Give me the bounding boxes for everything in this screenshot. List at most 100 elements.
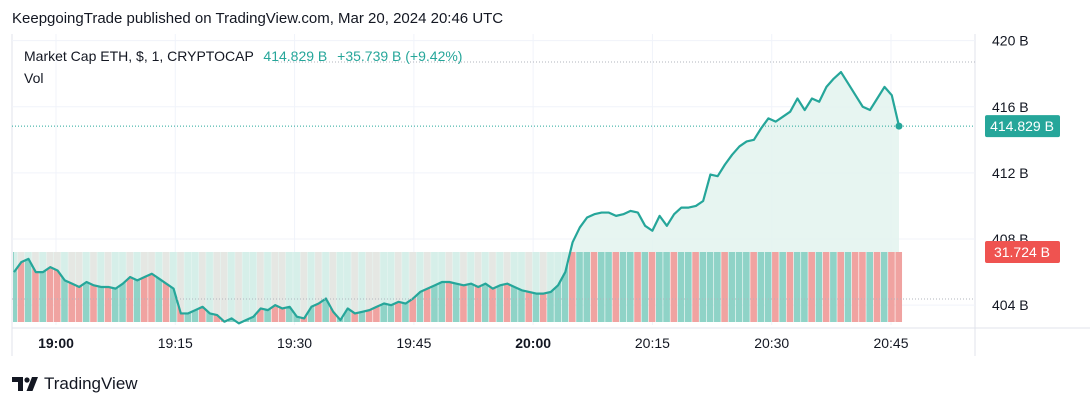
volume-bar [155, 252, 163, 322]
volume-bar [757, 252, 765, 322]
last-value: 414.829 B [263, 48, 328, 64]
price-line [13, 70, 901, 325]
volume-bar [597, 252, 605, 322]
volume-bar [590, 252, 598, 322]
volume-bar [706, 252, 714, 322]
volume-bar [685, 252, 692, 322]
volume-bar [786, 252, 794, 322]
symbol-title[interactable]: Market Cap ETH, $, 1, CRYPTOCAP [24, 48, 254, 64]
y-tick-label: 420 B [992, 33, 1029, 49]
volume-bar [438, 252, 446, 322]
volume-bar [467, 252, 475, 322]
volume-bar [162, 252, 170, 322]
volume-bar [82, 252, 90, 322]
volume-bar [445, 252, 453, 322]
volume-bar [873, 252, 881, 322]
volume-bar [880, 252, 888, 322]
volume-bar [641, 252, 649, 322]
x-tick-label: 20:45 [873, 335, 908, 351]
volume-bar [503, 252, 511, 322]
volume-bar [61, 252, 68, 322]
volume-bar [460, 252, 467, 322]
volume-bar [32, 252, 39, 322]
volume-bar [721, 252, 728, 322]
volume-bar [68, 252, 76, 322]
last-volume-tag [985, 241, 1060, 263]
last-price-dot [895, 122, 903, 130]
volume-bar [888, 252, 895, 322]
volume-bar [728, 252, 736, 322]
volume-bar [634, 252, 641, 322]
volume-bar [801, 252, 808, 322]
volume-bar [126, 252, 134, 322]
y-tick-label: 416 B [992, 99, 1029, 115]
volume-bar [140, 252, 148, 322]
volume-bar [119, 252, 126, 322]
volume-bar [561, 252, 569, 322]
volume-bar [148, 252, 155, 322]
x-tick-label: 20:30 [754, 335, 789, 351]
change-value: +35.739 B (+9.42%) [337, 48, 463, 64]
volume-bar [735, 252, 743, 322]
volume-bar [830, 252, 837, 322]
volume-bar [779, 252, 786, 322]
volume-bar [39, 252, 47, 322]
volume-bar [714, 252, 721, 322]
tradingview-brand: TradingView [44, 374, 138, 393]
volume-bar [750, 252, 757, 322]
volume-label[interactable]: Vol [24, 70, 44, 86]
volume-bar [677, 252, 685, 322]
tradingview-logo-icon [12, 377, 38, 391]
volume-bar [815, 252, 823, 322]
price-area [14, 72, 899, 324]
volume-bar [612, 252, 620, 322]
x-tick-label: 20:15 [635, 335, 670, 351]
volume-bar [626, 252, 634, 322]
volume-bar [655, 252, 663, 322]
volume-bar [663, 252, 670, 322]
volume-bar [496, 252, 504, 322]
y-tick-label: 412 B [992, 165, 1029, 181]
x-tick-label: 19:15 [158, 335, 193, 351]
volume-bar [24, 252, 32, 322]
volume-bar [772, 252, 779, 322]
x-tick-label: 19:45 [396, 335, 431, 351]
volume-bar [619, 252, 627, 322]
volume-bar [837, 252, 844, 322]
volume-bar [648, 252, 656, 322]
volume-bar [859, 252, 866, 322]
footer-branding[interactable]: TradingView [12, 374, 138, 394]
volume-bar [568, 252, 576, 322]
volume-bar [844, 252, 852, 322]
last-price-label: 414.829 B [990, 118, 1054, 134]
volume-bar [851, 252, 859, 322]
volume-bar [576, 252, 583, 322]
y-tick-label: 404 B [992, 297, 1029, 313]
volume-bar [17, 252, 25, 322]
volume-bar [692, 252, 699, 322]
volume-bar [53, 252, 61, 322]
x-tick-label: 19:00 [38, 335, 74, 351]
last-volume-label: 31.724 B [994, 244, 1050, 260]
volume-bar [583, 252, 591, 322]
volume-bar [13, 252, 18, 322]
volume-bar [481, 252, 489, 322]
volume-bar [90, 252, 97, 322]
last-price-tag [985, 115, 1060, 138]
x-tick-label: 19:30 [277, 335, 312, 351]
volume-bar [452, 252, 460, 322]
volume-bar [743, 252, 750, 322]
x-tick-label: 20:00 [515, 335, 551, 351]
chart-legend[interactable]: Market Cap ETH, $, 1, CRYPTOCAP 414.829 … [24, 48, 462, 64]
volume-bar [670, 252, 678, 322]
volume-bar [699, 252, 707, 322]
volume-bar [895, 252, 903, 322]
volume-bar [133, 252, 141, 322]
volume-bar [793, 252, 801, 322]
volume-bar [866, 252, 874, 322]
volume-bar [764, 252, 772, 322]
volume-bar [431, 252, 438, 322]
volume-bar [46, 252, 54, 322]
